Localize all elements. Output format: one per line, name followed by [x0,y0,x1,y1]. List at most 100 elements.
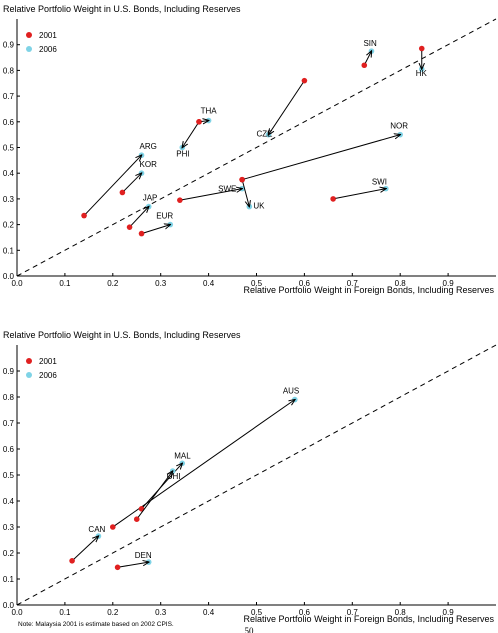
point-2001-den [114,564,121,571]
x-tick-label: 0.0 [11,279,23,288]
x-axis-title: Relative Portfolio Weight in Foreign Bon… [244,614,495,624]
y-tick-label: 0.5 [3,471,15,480]
page-number: 50 [245,626,255,633]
y-tick-label: 0.4 [3,497,15,506]
point-2006-sin [368,48,375,54]
label-den: DEN [135,551,152,560]
arrow-sin [364,51,371,64]
arrow-chi [137,471,172,518]
point-2001-arg [81,212,87,219]
x-tick-label: 0.1 [59,279,71,288]
y-tick-label: 0.2 [3,549,15,558]
label-phi: PHI [176,150,189,159]
point-2001-chi [133,516,140,522]
reference-line-45deg [16,344,497,606]
arrow-phi [182,123,199,148]
arrow-tha [201,121,208,122]
label-mal: MAL [174,451,191,460]
y-tick-label: 0.5 [3,144,15,153]
y-tick-label: 0.8 [3,393,15,402]
y-tick-label: 0.9 [3,367,15,376]
point-2001-nor [239,176,245,183]
arrow-uk [242,181,250,207]
arrow-jap [130,207,148,226]
y-axis-title: Relative Portfolio Weight in U.S. Bonds,… [3,4,241,14]
arrow-can [73,536,99,560]
arrow-eur [143,225,170,234]
x-tick-label: 0.5 [251,608,263,617]
legend-label-2006: 2006 [39,371,57,380]
x-tick-label: 0.0 [11,608,23,617]
label-swe: SWE [218,185,236,194]
legend-label-2001: 2001 [39,357,57,366]
point-2001-aus [110,524,116,530]
arrow-cze [268,82,304,135]
x-tick-label: 0.9 [443,279,455,288]
label-eur: EUR [156,212,173,221]
point-2001-jap [126,224,133,230]
label-tha: THA [201,107,218,116]
x-tick-label: 0.3 [155,608,167,617]
label-chi: CHI [167,472,181,481]
x-tick-label: 0.2 [107,608,119,617]
point-2001-swi [330,196,336,202]
y-tick-label: 0.0 [3,601,15,610]
label-sin: SIN [363,39,377,48]
arrow-nor [244,135,401,180]
legend-label-2006: 2006 [39,45,57,54]
reference-line-45deg [16,18,497,277]
label-can: CAN [88,525,105,534]
y-tick-label: 0.7 [3,92,15,101]
arrow-kor [123,173,141,192]
chart-bottom: Relative Portfolio Weight in U.S. Bonds,… [3,330,497,624]
label-cze: CZE [256,130,272,139]
point-2001-hk [418,45,425,52]
label-arg: ARG [140,142,157,151]
y-tick-label: 0.3 [3,523,15,532]
y-tick-label: 0.2 [3,221,15,230]
y-tick-label: 0.6 [3,445,15,454]
x-tick-label: 0.7 [347,608,359,617]
arrow-den [119,562,149,568]
y-tick-label: 0.1 [3,575,15,584]
legend-marker-2006 [26,46,32,52]
x-tick-label: 0.2 [107,279,119,288]
x-tick-label: 0.4 [203,279,215,288]
x-tick-label: 0.7 [347,279,359,288]
point-2001-swe [177,197,183,203]
x-axis-title: Relative Portfolio Weight in Foreign Bon… [244,285,495,295]
y-tick-label: 0.4 [3,169,15,178]
x-tick-label: 0.1 [59,608,71,617]
y-tick-label: 0.7 [3,419,15,428]
y-tick-label: 0.3 [3,195,15,204]
legend-marker-2001 [26,32,32,38]
point-2001-tha [196,119,202,125]
x-tick-label: 0.5 [251,279,263,288]
point-2001-eur [138,230,145,237]
y-tick-label: 0.0 [3,272,15,281]
x-tick-label: 0.4 [203,608,215,617]
label-aus: AUS [283,387,299,396]
y-tick-label: 0.1 [3,246,15,255]
y-tick-label: 0.6 [3,118,15,127]
y-axis-title: Relative Portfolio Weight in U.S. Bonds,… [3,330,241,340]
arrow-arg [85,155,142,215]
chart-top: Relative Portfolio Weight in U.S. Bonds,… [3,4,497,295]
label-kor: KOR [140,160,158,169]
label-nor: NOR [390,122,408,131]
label-jap: JAP [143,194,158,203]
y-tick-label: 0.8 [3,66,15,75]
x-tick-label: 0.6 [299,279,311,288]
point-2001-cze [301,77,308,84]
footnote: Note: Malaysia 2001 is estimate based on… [18,621,174,628]
label-hk: HK [416,69,428,78]
x-tick-label: 0.8 [395,608,407,617]
y-tick-label: 0.9 [3,41,15,50]
x-tick-label: 0.6 [299,608,311,617]
legend-marker-2001 [26,358,32,364]
label-swi: SWI [372,178,387,187]
legend-label-2001: 2001 [39,31,57,40]
point-2001-sin [361,62,368,69]
arrow-swe [182,189,242,201]
